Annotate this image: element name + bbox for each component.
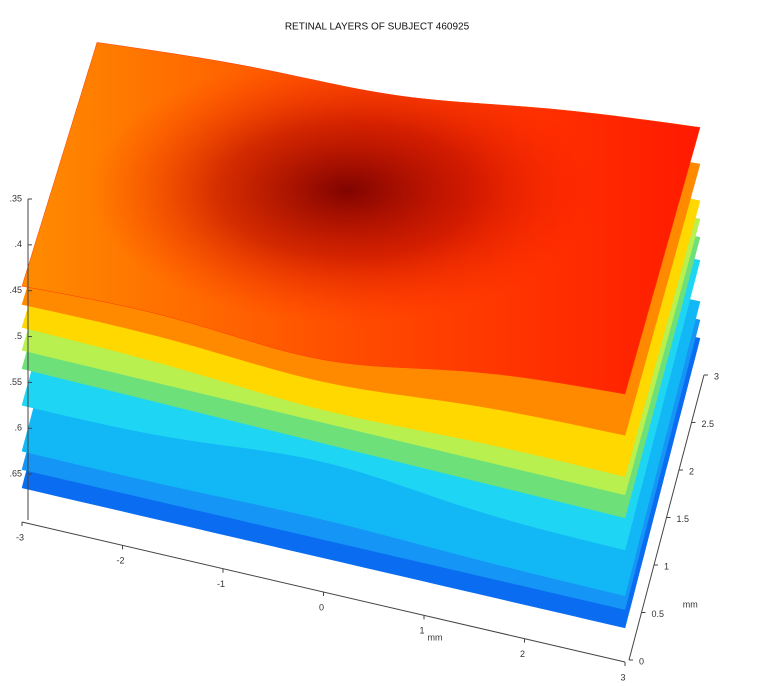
- y-tick-label: 1: [664, 561, 669, 571]
- z-tick-label: .45: [9, 285, 22, 295]
- x-axis-label: mm: [428, 632, 443, 642]
- y-tick-label: 1.5: [677, 514, 690, 524]
- y-tick-label: 2: [689, 466, 694, 476]
- z-tick-label: .65: [9, 469, 22, 479]
- y-tick-label: 2.5: [702, 419, 715, 429]
- fovea-shading: [22, 42, 700, 395]
- chart-title: RETINAL LAYERS OF SUBJECT 460925: [285, 22, 470, 33]
- z-tick-label: .6: [14, 423, 22, 433]
- z-tick-label: .5: [14, 331, 22, 341]
- z-tick-label: .55: [9, 377, 22, 387]
- y-axis-label: mm: [683, 599, 698, 609]
- z-tick-label: .35: [9, 193, 22, 203]
- y-tick-label: 3: [714, 371, 719, 381]
- y-tick-label: 0.5: [652, 609, 665, 619]
- x-tick-label: 1: [419, 626, 424, 636]
- x-tick-label: 3: [620, 672, 625, 682]
- y-tick-label: 0: [639, 656, 644, 666]
- x-tick-label: 0: [319, 602, 324, 612]
- x-tick-label: -2: [116, 556, 124, 566]
- x-tick-label: 2: [520, 649, 525, 659]
- z-tick-label: .4: [14, 239, 22, 249]
- x-tick-label: -1: [217, 579, 225, 589]
- x-tick-label: -3: [16, 532, 24, 542]
